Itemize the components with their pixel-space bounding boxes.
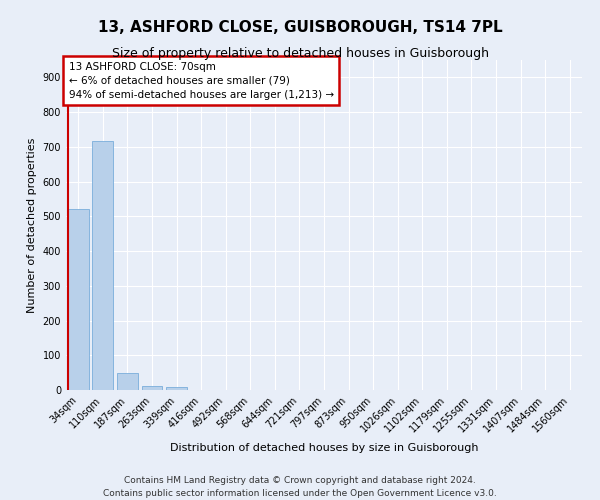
Bar bbox=[92, 140, 113, 390]
Text: Contains HM Land Registry data © Crown copyright and database right 2024.
Contai: Contains HM Land Registry data © Crown c… bbox=[103, 476, 497, 498]
X-axis label: Distribution of detached houses by size in Guisborough: Distribution of detached houses by size … bbox=[170, 442, 478, 452]
Bar bbox=[117, 374, 138, 390]
Bar bbox=[166, 386, 187, 390]
Bar bbox=[142, 386, 163, 390]
Bar bbox=[68, 208, 89, 390]
Text: 13 ASHFORD CLOSE: 70sqm
← 6% of detached houses are smaller (79)
94% of semi-det: 13 ASHFORD CLOSE: 70sqm ← 6% of detached… bbox=[68, 62, 334, 100]
Text: 13, ASHFORD CLOSE, GUISBOROUGH, TS14 7PL: 13, ASHFORD CLOSE, GUISBOROUGH, TS14 7PL bbox=[98, 20, 502, 35]
Text: Size of property relative to detached houses in Guisborough: Size of property relative to detached ho… bbox=[112, 48, 488, 60]
Y-axis label: Number of detached properties: Number of detached properties bbox=[27, 138, 37, 312]
